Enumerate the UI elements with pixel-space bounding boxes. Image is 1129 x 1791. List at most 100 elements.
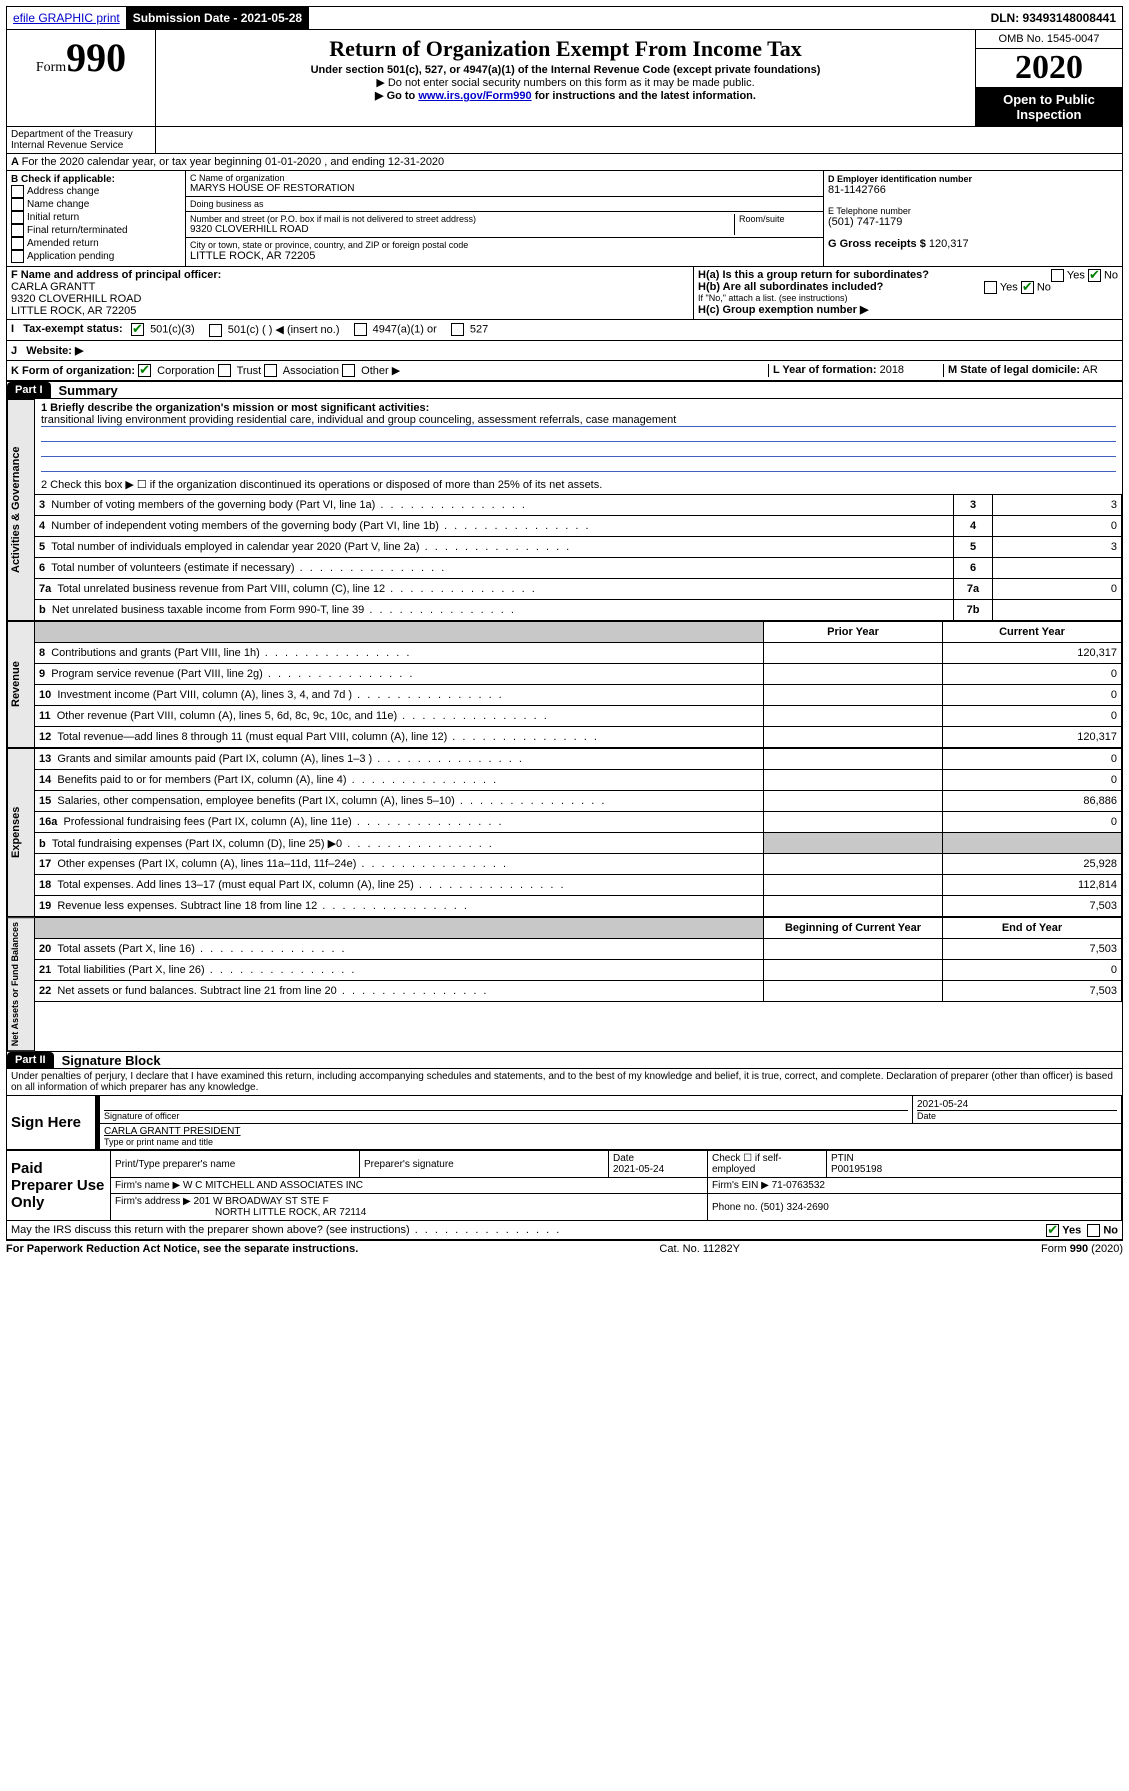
- dept-mid: [156, 127, 1122, 153]
- box-b-opt-4[interactable]: Amended return: [11, 237, 181, 250]
- line1-blank2: [41, 442, 1116, 457]
- i-opt-2[interactable]: 4947(a)(1) or: [354, 323, 437, 337]
- box-deg: D Employer identification number 81-1142…: [824, 171, 1122, 266]
- sig-date-label: Date: [917, 1110, 1117, 1121]
- topbar-spacer: [309, 7, 984, 29]
- revenue-side-label: Revenue: [7, 621, 35, 748]
- i-opt-1[interactable]: 501(c) ( ) ◀ (insert no.): [209, 323, 340, 337]
- sig-date-cell: 2021-05-24 Date: [913, 1096, 1122, 1124]
- table-row: 6 Total number of volunteers (estimate i…: [35, 558, 1122, 579]
- city-label: City or town, state or province, country…: [190, 240, 819, 250]
- header-note1: ▶ Do not enter social security numbers o…: [160, 76, 971, 89]
- firm-ein-cell: Firm's EIN ▶ 71-0763532: [708, 1178, 1122, 1194]
- box-b-opt-3[interactable]: Final return/terminated: [11, 224, 181, 237]
- h-a: H(a) Is this a group return for subordin…: [698, 269, 1118, 281]
- table-row: 22 Net assets or fund balances. Subtract…: [35, 981, 1122, 1002]
- footer-mid: Cat. No. 11282Y: [659, 1243, 740, 1255]
- table-row: 8 Contributions and grants (Part VIII, l…: [35, 643, 1122, 664]
- dba-label: Doing business as: [190, 199, 819, 209]
- footer-left: For Paperwork Reduction Act Notice, see …: [6, 1243, 358, 1255]
- sig-officer-cell: Signature of officer: [100, 1096, 913, 1124]
- box-i-label: Tax-exempt status:: [23, 323, 122, 335]
- table-row: b Net unrelated business taxable income …: [35, 600, 1122, 621]
- net-side-label: Net Assets or Fund Balances: [7, 917, 35, 1051]
- k-opt-3[interactable]: Other ▶: [342, 365, 400, 377]
- revenue-section: Revenue Prior Year Current Year 8 Contri…: [7, 621, 1122, 748]
- sig-name-label: Type or print name and title: [104, 1137, 1117, 1147]
- box-b-label: B Check if applicable:: [11, 174, 181, 185]
- prep-selfemp[interactable]: Check ☐ if self-employed: [708, 1151, 827, 1178]
- box-k: K Form of organization: Corporation Trus…: [11, 364, 768, 378]
- box-l: L Year of formation: 2018: [768, 364, 943, 378]
- box-b-opt-0[interactable]: Address change: [11, 185, 181, 198]
- sign-here-label: Sign Here: [7, 1096, 96, 1150]
- part1-title: Summary: [59, 383, 118, 398]
- firm-phone-cell: Phone no. (501) 324-2690: [708, 1194, 1122, 1221]
- entity-info-row: B Check if applicable: Address change Na…: [7, 171, 1122, 267]
- page-title: Return of Organization Exempt From Incom…: [160, 36, 971, 62]
- dba-field: Doing business as: [186, 197, 823, 212]
- city-value: LITTLE ROCK, AR 72205: [190, 250, 819, 262]
- website-label: Website: ▶: [26, 345, 83, 357]
- ein-value: 81-1142766: [828, 184, 1118, 196]
- net-section: Net Assets or Fund Balances Beginning of…: [7, 917, 1122, 1051]
- efile-link[interactable]: efile GRAPHIC print: [13, 11, 120, 25]
- table-row: 3 Number of voting members of the govern…: [35, 495, 1122, 516]
- table-row: 14 Benefits paid to or for members (Part…: [35, 770, 1122, 791]
- net-header-row: Beginning of Current Year End of Year: [35, 918, 1122, 939]
- rev-header-row: Prior Year Current Year: [35, 622, 1122, 643]
- part1-body: Activities & Governance 1 Briefly descri…: [7, 399, 1122, 621]
- discuss-yesno[interactable]: Yes No: [1046, 1224, 1118, 1237]
- h-c: H(c) Group exemption number ▶: [698, 303, 1118, 316]
- efile-label: efile GRAPHIC print: [7, 7, 127, 29]
- k-opt-2[interactable]: Association: [264, 365, 339, 377]
- form990-link[interactable]: www.irs.gov/Form990: [418, 90, 531, 102]
- line1-text: transitional living environment providin…: [41, 414, 1116, 427]
- table-row: b Total fundraising expenses (Part IX, c…: [35, 833, 1122, 854]
- open-public-badge: Open to Public Inspection: [976, 88, 1122, 126]
- line1-blank3: [41, 457, 1116, 472]
- submission-date-badge: Submission Date - 2021-05-28: [127, 7, 309, 29]
- form-word: Form: [36, 60, 66, 75]
- dept-label: Department of the Treasury Internal Reve…: [7, 127, 156, 153]
- phone-value: (501) 747-1179: [828, 216, 1118, 228]
- col-end: End of Year: [943, 918, 1122, 939]
- addr-value: 9320 CLOVERHILL ROAD: [190, 224, 734, 235]
- note2-pre: ▶ Go to: [375, 90, 418, 102]
- firm-name-cell: Firm's name ▶ W C MITCHELL AND ASSOCIATE…: [111, 1178, 708, 1194]
- paid-preparer-block: Paid Preparer Use Only Print/Type prepar…: [7, 1150, 1122, 1221]
- paid-title: Paid Preparer Use Only: [7, 1151, 111, 1221]
- org-name-label: C Name of organization: [190, 173, 819, 183]
- prep-ptin-cell: PTINP00195198: [827, 1151, 1122, 1178]
- period-line: A For the 2020 calendar year, or tax yea…: [7, 154, 1122, 171]
- ein-label: D Employer identification number: [828, 174, 1118, 184]
- i-opt-0[interactable]: 501(c)(3): [131, 323, 195, 337]
- note2-post: for instructions and the latest informat…: [532, 90, 756, 102]
- box-b: B Check if applicable: Address change Na…: [7, 171, 186, 266]
- declaration-text: Under penalties of perjury, I declare th…: [7, 1069, 1122, 1095]
- part1-header: Part I Summary: [7, 381, 1122, 399]
- footer-right: Form 990 (2020): [1041, 1243, 1123, 1255]
- period-text: For the 2020 calendar year, or tax year …: [22, 156, 445, 168]
- col-current: Current Year: [943, 622, 1122, 643]
- gross-receipts: G Gross receipts $ 120,317: [828, 238, 1118, 250]
- omb-box: OMB No. 1545-0047 2020 Open to Public In…: [975, 30, 1122, 126]
- k-opt-1[interactable]: Trust: [218, 365, 262, 377]
- box-b-opt-1[interactable]: Name change: [11, 198, 181, 211]
- dept-row: Department of the Treasury Internal Reve…: [7, 127, 1122, 154]
- header-center: Return of Organization Exempt From Incom…: [156, 30, 975, 126]
- net-table: Beginning of Current Year End of Year 20…: [35, 917, 1122, 1002]
- prep-sig-label: Preparer's signature: [360, 1151, 609, 1178]
- table-row: 4 Number of independent voting members o…: [35, 516, 1122, 537]
- i-opt-3[interactable]: 527: [451, 323, 488, 337]
- part2-header: Part II Signature Block: [7, 1051, 1122, 1069]
- sig-name: CARLA GRANTT PRESIDENT: [104, 1126, 1117, 1137]
- table-row: 17 Other expenses (Part IX, column (A), …: [35, 854, 1122, 875]
- k-opt-0[interactable]: Corporation: [138, 365, 215, 377]
- top-bar: efile GRAPHIC print Submission Date - 20…: [6, 6, 1123, 30]
- header-note2: ▶ Go to www.irs.gov/Form990 for instruct…: [160, 89, 971, 102]
- header-subtitle: Under section 501(c), 527, or 4947(a)(1)…: [160, 64, 971, 76]
- box-b-opt-2[interactable]: Initial return: [11, 211, 181, 224]
- box-b-opt-5[interactable]: Application pending: [11, 250, 181, 263]
- officer-name: CARLA GRANTT: [11, 281, 689, 293]
